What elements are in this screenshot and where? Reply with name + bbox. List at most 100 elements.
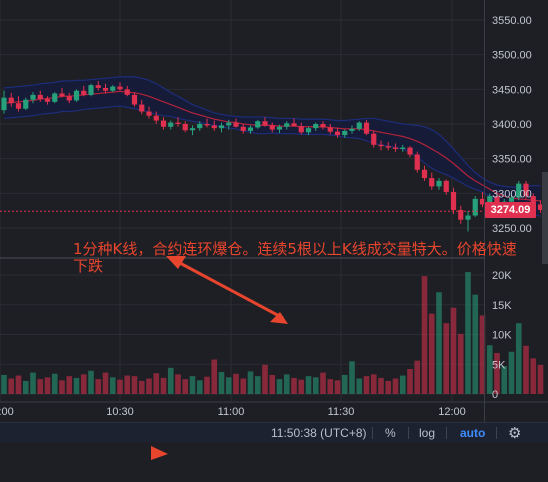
annotation-text: 1分种K线，合约连环爆仓。连续5根以上K线成交量特大。价格快速 下跌 xyxy=(73,241,535,275)
time-tick-label: 12:00 xyxy=(438,406,466,418)
volume-bar xyxy=(153,373,160,394)
volume-bar xyxy=(189,376,196,394)
volume-bar xyxy=(160,377,167,394)
candle-body xyxy=(73,90,80,101)
candle-body xyxy=(15,103,22,109)
annotation-marks xyxy=(151,256,288,460)
volume-bar xyxy=(370,374,377,394)
candle-body xyxy=(204,124,210,126)
bottom-toolbar: 11:50:38 (UTC+8) % log auto ⚙ xyxy=(0,422,548,442)
candle-body xyxy=(305,128,312,133)
volume-bar xyxy=(436,292,442,394)
candle-body xyxy=(284,123,290,127)
volume-bar xyxy=(218,371,225,394)
price-tick-label: 3550.00 xyxy=(492,15,532,27)
volume-bar xyxy=(515,323,522,394)
volume-bar xyxy=(276,379,283,394)
divider xyxy=(408,427,409,439)
price-tick-label: 3450.00 xyxy=(492,84,532,96)
volume-bar xyxy=(465,272,471,394)
candle-body xyxy=(124,89,130,95)
volume-bar xyxy=(334,380,341,394)
volume-bar xyxy=(225,377,232,394)
candle-body xyxy=(218,125,225,129)
candle-body xyxy=(1,97,7,111)
candle-body xyxy=(320,124,326,128)
annotation-line-2: 下跌 xyxy=(73,257,104,275)
volume-bar xyxy=(247,371,254,394)
candle-body xyxy=(508,197,515,202)
price-tick-label: 3250.00 xyxy=(492,223,532,235)
candle-body xyxy=(247,127,254,131)
candle-body xyxy=(291,123,297,127)
volume-bar xyxy=(443,323,450,394)
candle-body xyxy=(175,122,181,124)
candle-body xyxy=(139,104,145,112)
auto-toggle[interactable]: auto xyxy=(460,426,486,440)
candle-body xyxy=(429,178,435,187)
candle-body xyxy=(400,147,406,149)
volume-bar xyxy=(407,369,413,394)
band-lower xyxy=(3,105,541,217)
candle-body xyxy=(465,215,471,220)
candle-body xyxy=(523,183,529,197)
volume-bar xyxy=(37,379,44,394)
volume-bar xyxy=(15,375,22,394)
chart-grid xyxy=(0,0,484,402)
candle-body xyxy=(153,115,159,121)
candle-body xyxy=(226,122,232,126)
volume-bar xyxy=(472,294,479,394)
log-toggle[interactable]: log xyxy=(419,426,436,440)
price-tick-label: 3500.00 xyxy=(492,50,532,62)
clock-label: 11:50:38 (UTC+8) xyxy=(271,426,367,440)
candle-body xyxy=(23,99,29,109)
annotation-arrowhead xyxy=(270,312,288,324)
volume-bar xyxy=(167,367,174,394)
candle-body xyxy=(472,198,478,216)
volume-bar xyxy=(508,351,515,394)
volume-bar xyxy=(291,377,297,394)
volume-tick-label: 0 xyxy=(492,389,498,401)
volume-bar xyxy=(240,378,247,394)
volume-bar xyxy=(312,377,319,394)
volume-bar xyxy=(1,374,7,394)
bollinger-bands xyxy=(3,76,541,217)
volume-bar xyxy=(298,379,305,394)
volume-bar xyxy=(88,370,94,394)
volume-bar xyxy=(537,364,544,394)
volume-bar xyxy=(479,315,486,394)
volume-bar xyxy=(175,374,181,394)
volume-bar xyxy=(22,380,29,394)
candle-body xyxy=(479,198,486,205)
price-tick-label: 3350.00 xyxy=(492,154,532,166)
volume-bar xyxy=(320,372,326,394)
candle-body xyxy=(160,120,167,127)
volume-bar xyxy=(363,376,370,394)
volume-bar xyxy=(305,376,312,394)
candle-body xyxy=(88,85,94,95)
volume-series xyxy=(1,272,544,394)
volume-bar xyxy=(392,378,399,394)
candle-body xyxy=(494,196,500,208)
percent-toggle[interactable]: % xyxy=(385,426,396,440)
volume-bar xyxy=(262,364,268,394)
volume-bar xyxy=(414,360,421,394)
candle-body xyxy=(313,124,319,129)
candle-body xyxy=(450,191,457,210)
candle-body xyxy=(334,131,341,136)
scroll-handle[interactable] xyxy=(542,172,548,264)
band-upper xyxy=(3,76,541,188)
time-tick-label: 11:30 xyxy=(328,406,355,418)
volume-bar xyxy=(146,378,152,394)
volume-bar xyxy=(428,313,435,394)
candle-body xyxy=(8,97,14,104)
candle-body xyxy=(81,90,87,95)
candle-body xyxy=(363,122,370,134)
volume-bar xyxy=(196,380,203,394)
divider xyxy=(372,427,373,439)
volume-bar xyxy=(530,358,537,394)
volume-bar xyxy=(109,377,116,394)
candle-body xyxy=(276,126,283,130)
gear-icon[interactable]: ⚙ xyxy=(508,425,522,442)
